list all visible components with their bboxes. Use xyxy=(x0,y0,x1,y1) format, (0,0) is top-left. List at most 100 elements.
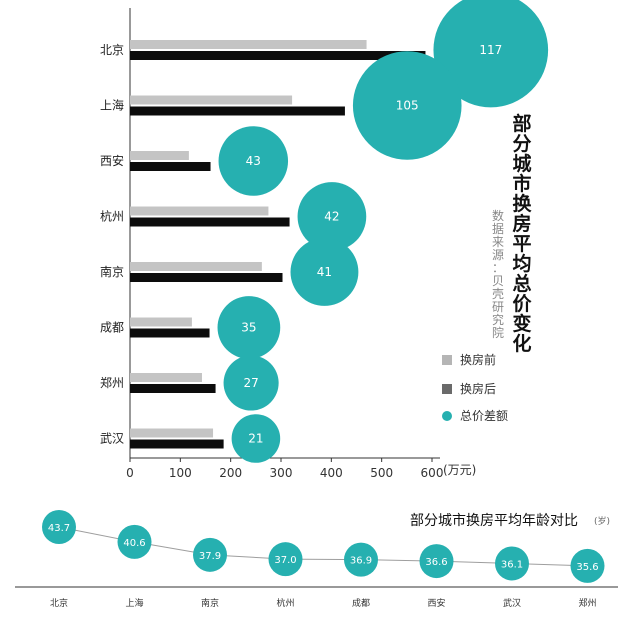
price-city-label: 西安 xyxy=(100,153,124,168)
age-comparison-chart: 部分城市换房平均年龄对比 (岁) 43.7 40.6 37.9 37.0 36.9 36.… xyxy=(15,510,618,609)
price-title-char: 化 xyxy=(512,332,531,355)
diff-bubble-label: 35 xyxy=(241,321,256,335)
price-x-tick-label: 400 xyxy=(320,466,343,480)
price-city-label: 北京 xyxy=(100,43,124,57)
price-city-label: 上海 xyxy=(100,98,124,113)
age-city-label: 武汉 xyxy=(503,597,521,609)
bar-after xyxy=(130,439,224,449)
price-x-ticks: 0 100 200 300 400 500 600 xyxy=(126,458,443,480)
diff-bubble xyxy=(352,51,462,160)
price-city-label: 郑州 xyxy=(100,375,124,390)
price-source-char: 来 xyxy=(492,235,504,249)
price-x-tick-label: 500 xyxy=(370,466,393,480)
legend-label: 换房前 xyxy=(460,352,496,367)
age-city-labels: 北京 上海 南京 杭州 成都 西安 武汉 郑州 xyxy=(50,597,597,609)
age-point-label: 37.0 xyxy=(274,555,296,566)
age-city-label: 郑州 xyxy=(578,597,596,609)
legend-swatch xyxy=(442,384,452,394)
age-point xyxy=(117,524,152,559)
age-point-label: 36.1 xyxy=(501,559,523,570)
price-x-tick-label: 200 xyxy=(219,466,242,480)
bar-before xyxy=(130,206,269,216)
bar-before xyxy=(130,262,262,271)
diff-bubble-label: 41 xyxy=(317,265,332,279)
price-source-char: 数 xyxy=(492,208,504,223)
price-title-char: 平 xyxy=(512,233,531,255)
diff-bubble xyxy=(218,126,289,196)
price-title-char: 总 xyxy=(512,272,531,295)
bar-after xyxy=(130,273,283,282)
age-point-label: 36.6 xyxy=(425,557,447,568)
legend-label: 总价差额 xyxy=(460,409,508,423)
age-city-label: 西安 xyxy=(427,597,445,609)
diff-bubble xyxy=(297,182,367,251)
price-source-char: 贝 xyxy=(492,274,504,288)
age-point xyxy=(570,548,605,583)
price-city-label: 成都 xyxy=(100,321,124,335)
price-title-char: 价 xyxy=(512,293,532,315)
price-city-label: 南京 xyxy=(100,264,124,279)
bar-before xyxy=(130,317,192,327)
legend-swatch xyxy=(442,355,452,365)
diff-bubble-label: 105 xyxy=(396,99,419,113)
price-source-char: 究 xyxy=(492,312,504,327)
price-city-label: 杭州 xyxy=(100,209,124,224)
bar-after xyxy=(130,217,290,227)
price-source-char: 壳 xyxy=(492,287,504,301)
bar-after xyxy=(130,328,210,338)
legend-label: 换房后 xyxy=(460,381,496,396)
price-x-tick-label: 600 xyxy=(421,466,444,480)
price-source-char: ： xyxy=(492,261,504,275)
price-source-char: 据 xyxy=(492,222,504,236)
legend-swatch xyxy=(442,411,452,421)
price-title-char: 城 xyxy=(512,152,531,175)
price-source-char: 研 xyxy=(492,300,504,314)
price-city-label: 武汉 xyxy=(100,432,124,446)
age-point-label: 43.7 xyxy=(48,523,70,534)
price-x-tick-label: 100 xyxy=(169,466,192,480)
age-city-label: 上海 xyxy=(125,597,143,609)
bar-after xyxy=(130,51,426,60)
age-city-label: 北京 xyxy=(50,597,68,609)
age-point xyxy=(495,546,529,581)
age-chart-title: 部分城市换房平均年龄对比 xyxy=(410,512,578,529)
diff-bubble-label: 117 xyxy=(479,43,502,57)
diff-bubble xyxy=(231,414,281,463)
bar-before xyxy=(130,428,214,438)
diff-bubble xyxy=(433,0,549,108)
price-title-char: 分 xyxy=(512,133,531,155)
age-point-label: 35.6 xyxy=(576,562,598,573)
bar-before xyxy=(130,373,202,382)
age-unit-label: (岁) xyxy=(594,515,610,527)
price-title-char: 市 xyxy=(512,172,531,195)
age-city-label: 南京 xyxy=(201,597,219,609)
price-source-char: 源 xyxy=(492,248,504,262)
age-city-label: 杭州 xyxy=(276,597,294,609)
diff-bubble xyxy=(290,238,359,306)
bar-after xyxy=(130,106,345,116)
diff-bubble-label: 21 xyxy=(248,432,263,446)
bar-after xyxy=(130,162,211,171)
price-change-chart: 0 100 200 300 400 500 600 (万元) 北京上海西安杭州南京成都郑州武… xyxy=(100,0,549,480)
price-x-tick-label: 0 xyxy=(126,466,134,480)
diff-bubble-label: 27 xyxy=(243,376,258,390)
price-title-char: 变 xyxy=(512,312,531,335)
age-point xyxy=(193,537,227,572)
bar-after xyxy=(130,384,216,393)
age-point xyxy=(268,542,303,577)
age-point-label: 37.9 xyxy=(199,551,221,562)
diff-bubble-label: 42 xyxy=(324,210,339,224)
bar-before xyxy=(130,151,189,160)
age-point-label: 36.9 xyxy=(350,556,372,567)
age-point xyxy=(419,544,454,579)
price-source-char: 院 xyxy=(492,326,504,340)
price-title-char: 房 xyxy=(512,212,531,235)
price-x-tick-label: 300 xyxy=(270,466,293,480)
price-title-char: 均 xyxy=(512,252,531,275)
diff-bubble xyxy=(217,296,281,359)
age-point xyxy=(344,542,378,577)
price-diff-bubbles: 117 105 43 42 41 35 27 21 xyxy=(217,0,549,463)
